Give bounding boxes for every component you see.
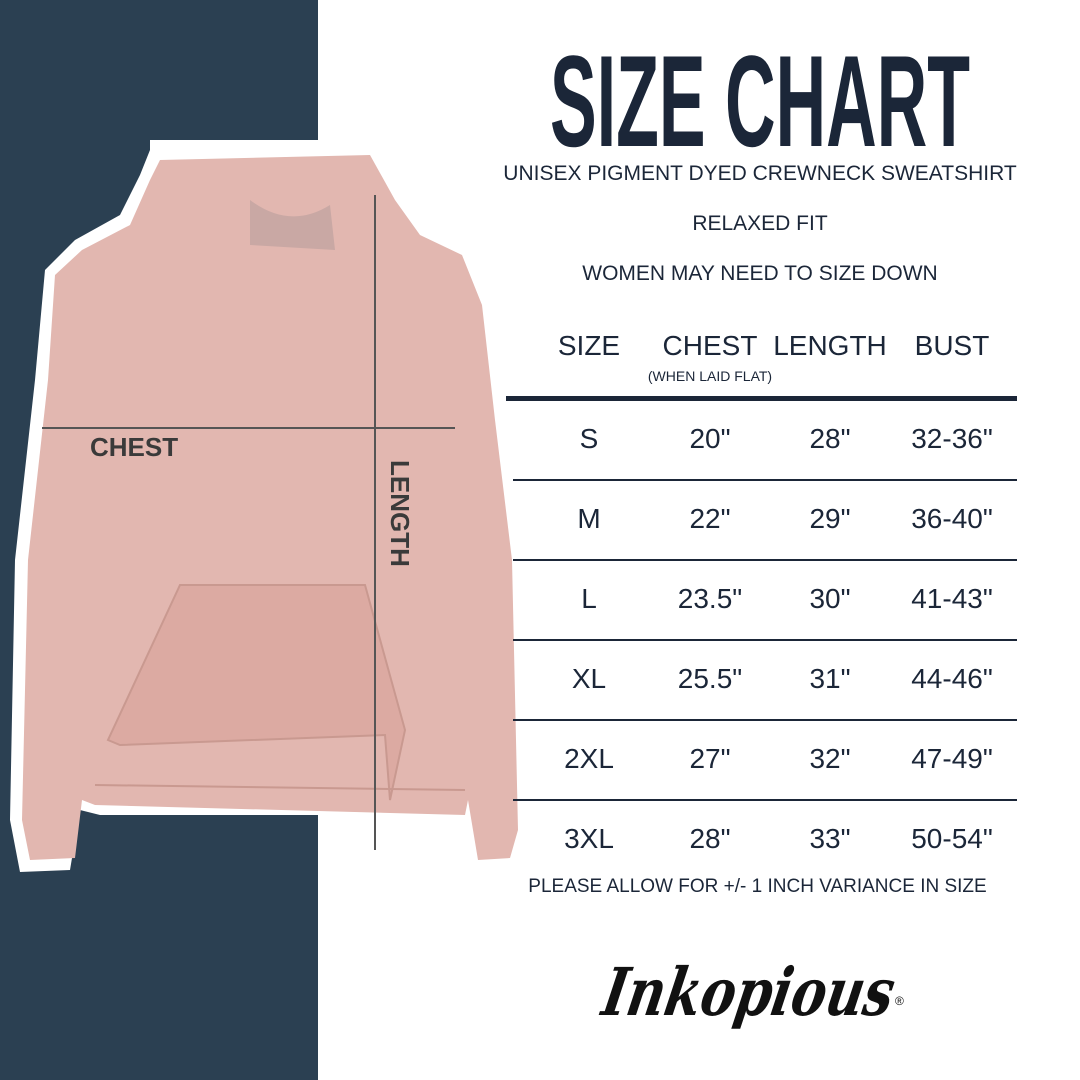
cell-chest: 27"	[689, 743, 731, 774]
cell-size: L	[581, 583, 597, 614]
cell-bust: 47-49"	[911, 743, 993, 774]
cell-length: 29"	[809, 503, 851, 534]
chest-label: CHEST	[90, 432, 179, 462]
table-row: L 23.5" 30" 41-43"	[506, 561, 1017, 641]
header-bust: BUST	[914, 330, 990, 361]
svg-text:SIZE CHART: SIZE CHART	[550, 28, 970, 168]
cell-bust: 44-46"	[911, 663, 993, 694]
brand-logo: Inkopious ®	[596, 953, 904, 1030]
row-divider	[513, 479, 1017, 481]
table-row: M 22" 29" 36-40"	[506, 481, 1017, 561]
header-divider	[506, 396, 1017, 401]
length-label: LENGTH	[385, 460, 415, 567]
table-row: XL 25.5" 31" 44-46"	[506, 641, 1017, 721]
row-divider	[513, 719, 1017, 721]
cell-length: 30"	[809, 583, 851, 614]
cell-size: S	[579, 423, 599, 454]
table-row: 3XL 28" 33" 50-54"	[506, 801, 1017, 881]
cell-chest: 23.5"	[677, 583, 743, 614]
variance-note: PLEASE ALLOW FOR +/- 1 INCH VARIANCE IN …	[528, 876, 987, 897]
cell-size: M	[577, 503, 601, 534]
page-title: SIZE CHART	[550, 28, 970, 168]
svg-text:Inkopious: Inkopious	[596, 953, 901, 1030]
cell-bust: 32-36"	[911, 423, 993, 454]
subtitle-sizing: WOMEN MAY NEED TO SIZE DOWN	[582, 262, 938, 285]
cell-length: 33"	[809, 823, 851, 854]
cell-size: 3XL	[564, 823, 614, 854]
cell-chest: 22"	[689, 503, 731, 534]
cell-length: 31"	[809, 663, 851, 694]
header-length: LENGTH	[773, 330, 887, 361]
cell-chest: 28"	[689, 823, 731, 854]
subtitle-fit: RELAXED FIT	[692, 212, 828, 235]
cell-length: 32"	[809, 743, 851, 774]
hoodie-image	[10, 140, 530, 872]
cell-bust: 50-54"	[911, 823, 993, 854]
cell-bust: 36-40"	[911, 503, 993, 534]
header-chest: CHEST	[662, 330, 758, 361]
cell-chest: 20"	[689, 423, 731, 454]
svg-text:®: ®	[895, 994, 904, 1008]
header-size: SIZE	[557, 330, 621, 361]
cell-length: 28"	[809, 423, 851, 454]
subtitle-product: UNISEX PIGMENT DYED CREWNECK SWEATSHIRT	[503, 162, 1017, 185]
row-divider	[513, 639, 1017, 641]
table-row: 2XL 27" 32" 47-49"	[506, 721, 1017, 801]
cell-size: XL	[571, 663, 607, 694]
cell-bust: 41-43"	[911, 583, 993, 614]
row-divider	[513, 559, 1017, 561]
cell-size: 2XL	[564, 743, 614, 774]
cell-chest: 25.5"	[677, 663, 743, 694]
chest-note: (WHEN LAID FLAT)	[647, 368, 773, 384]
table-row: S 20" 28" 32-36"	[506, 401, 1017, 481]
row-divider	[513, 799, 1017, 801]
